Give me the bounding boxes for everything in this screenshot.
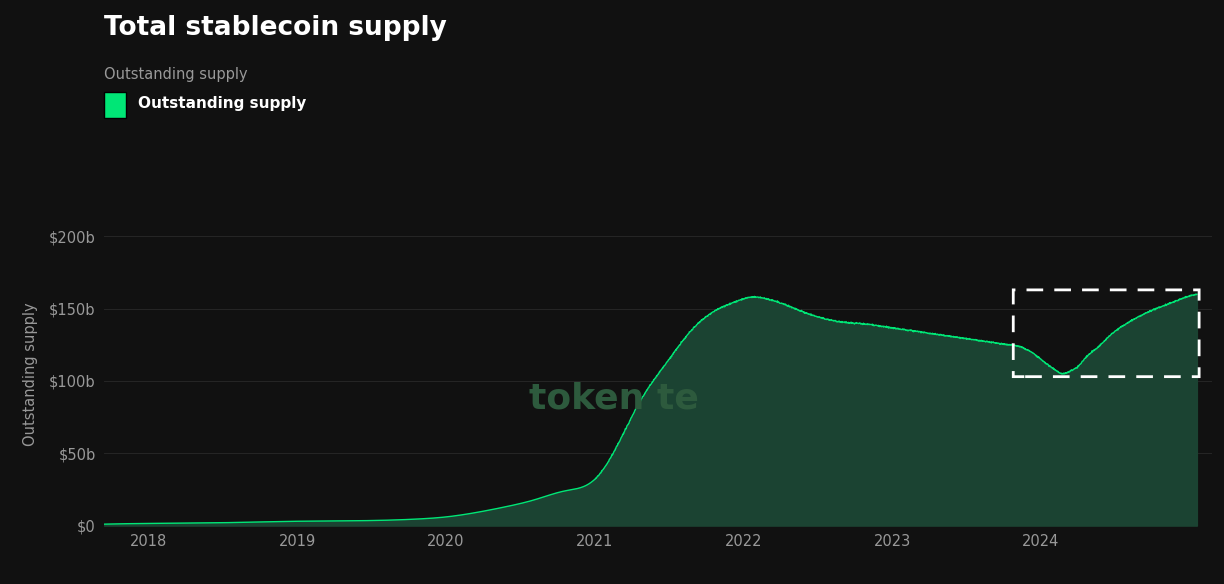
Text: Total stablecoin supply: Total stablecoin supply xyxy=(104,15,447,41)
Text: Outstanding supply: Outstanding supply xyxy=(104,67,247,82)
Text: token te: token te xyxy=(529,381,699,415)
Text: Outstanding supply: Outstanding supply xyxy=(138,96,307,112)
Y-axis label: Outstanding supply: Outstanding supply xyxy=(23,302,38,446)
